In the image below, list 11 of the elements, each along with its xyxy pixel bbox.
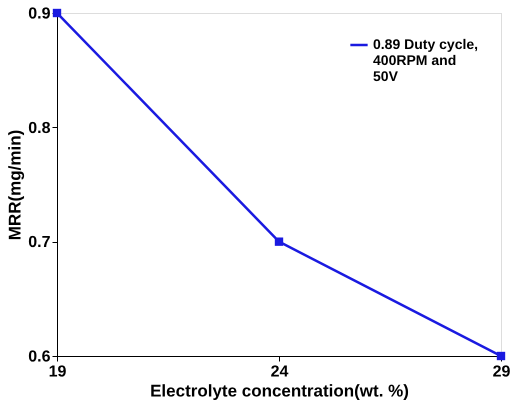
y-tick-label: 0.8 [28,120,51,137]
x-tick-label: 29 [492,364,510,380]
x-tick-label: 19 [48,364,66,380]
point [274,237,284,246]
x-axis-title: Electrolyte concentration(wt. %) [150,382,409,400]
x-tick-label: 24 [270,364,288,380]
y-tick-label: 0.6 [28,348,51,366]
y-axis-title: MRR(mg/min) [5,130,24,240]
legend-label: 0.89 Duty cycle, 400RPM and 50V [373,36,478,84]
y-tick-label: 0.9 [28,6,51,22]
y-tick-label: 0.7 [28,234,51,252]
